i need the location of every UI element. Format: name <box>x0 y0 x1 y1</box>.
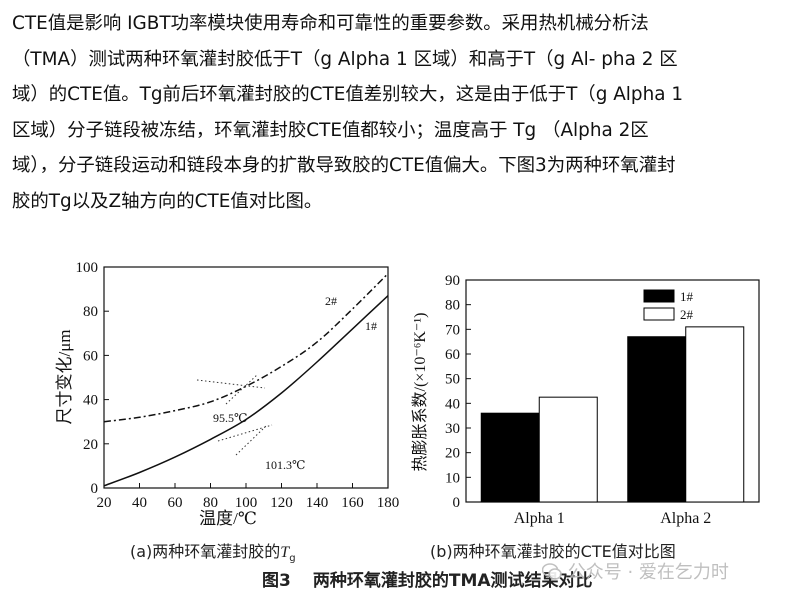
legend-swatch-1 <box>643 289 675 303</box>
y-tick-label: 70 <box>445 322 460 338</box>
caption-b: (b)两种环氧灌封胶的CTE值对比图 <box>430 542 676 561</box>
x-tick-label: 160 <box>341 495 364 511</box>
watermark: 公众号 · 爱在乞力时 <box>542 558 729 584</box>
y-tick-label: 80 <box>83 304 98 320</box>
article-paragraph: CTE值是影响 IGBT功率模块使用寿命和可靠性的重要参数。采用热机械分析法 （… <box>12 6 802 219</box>
bar-alpha-1-1 <box>480 412 540 503</box>
chart-b-frame <box>465 279 760 503</box>
y-tick-label: 80 <box>445 298 460 314</box>
y-tick-label: 100 <box>76 260 99 276</box>
y-tick-label: 0 <box>91 481 99 497</box>
chart-b-legend: 1# 2# <box>643 289 694 322</box>
x-tick-label: 140 <box>306 495 329 511</box>
x-tick-label: 120 <box>270 495 293 511</box>
y-tick-label: 60 <box>83 348 98 364</box>
legend-swatch-2 <box>643 307 675 321</box>
chart-a-x-ticks: 20 40 60 80 100 120 140 160 180 <box>97 483 400 511</box>
bar-alpha-2-2 <box>685 326 745 503</box>
annotation-101-3: 101.3℃ <box>265 458 305 472</box>
y-tick-label: 60 <box>445 347 460 363</box>
chart-a-y-ticks: 0 20 40 60 80 100 <box>76 260 109 497</box>
chart-b-y-ticks: 0 10 20 30 40 50 60 70 80 90 <box>445 273 471 511</box>
y-tick-label: 20 <box>83 437 98 453</box>
figure-title: 图3 两种环氧灌封胶的TMA测试结果对比 <box>262 566 615 591</box>
watermark-text: 公众号 · 爱在乞力时 <box>567 562 729 583</box>
caption-a-text: (a)两种环氧灌封胶的 <box>130 542 281 561</box>
paragraph-line: CTE值是影响 IGBT功率模块使用寿命和可靠性的重要参数。采用热机械分析法 <box>12 13 649 34</box>
chart-b-bar-chart: 0 10 20 30 40 50 60 70 80 90 Alpha 1 Alpha 2 热膨胀系数… <box>411 273 760 527</box>
paragraph-line: （TMA）测试两种环氧灌封胶低于T（g Alpha 1 区域）和高于T（g Al… <box>12 48 678 70</box>
chart-a-y-axis-label: 尺寸变化/μm <box>55 329 74 424</box>
y-tick-label: 50 <box>445 372 460 388</box>
y-tick-label: 40 <box>83 393 98 409</box>
caption-a-subscript: g <box>289 553 296 565</box>
y-tick-label: 10 <box>445 470 460 486</box>
series-line-2 <box>103 273 389 423</box>
figure-title-text: 两种环氧灌封胶的TMA测试结果对比 <box>312 571 593 591</box>
chart-b-bars <box>480 326 745 503</box>
y-tick-label: 90 <box>445 273 460 289</box>
chart-a-tangent-lines <box>196 373 273 456</box>
y-tick-label: 20 <box>445 446 460 462</box>
series-label-2: 2# <box>325 294 337 308</box>
x-tick-label: 60 <box>168 495 183 511</box>
chart-a-x-axis-label: 温度/℃ <box>199 509 257 528</box>
chart-b-y-axis-label: 热膨胀系数/(×10⁻⁶K⁻¹) <box>411 313 429 472</box>
bar-alpha-2-1 <box>627 336 687 503</box>
figure-label: 图3 <box>262 571 291 591</box>
wechat-logo-icon <box>542 563 562 580</box>
category-label: Alpha 1 <box>514 510 565 527</box>
annotation-95-5: 95.5℃ <box>213 411 247 425</box>
x-tick-label: 40 <box>132 495 147 511</box>
chart-a-frame <box>103 266 389 489</box>
chart-b-categories: Alpha 1 Alpha 2 <box>514 510 712 527</box>
y-tick-label: 0 <box>453 495 461 511</box>
caption-a-symbol: T <box>280 544 290 561</box>
paragraph-line: 域）的CTE值。Tg前后环氧灌封胶的CTE值差别较大，这是由于低于T（g Alp… <box>12 84 684 105</box>
legend-label-1: 1# <box>680 289 694 304</box>
legend-label-2: 2# <box>680 307 694 322</box>
category-label: Alpha 2 <box>660 510 711 527</box>
x-tick-label: 100 <box>235 495 258 511</box>
paragraph-line: 胶的Tg以及Z轴方向的CTE值对比图。 <box>12 190 323 212</box>
bar-alpha-1-2 <box>538 396 598 503</box>
series-line-1 <box>103 295 389 487</box>
series-label-1: 1# <box>365 319 377 333</box>
chart-a-series <box>103 273 389 487</box>
paragraph-line: 区域）分子链段被冻结，环氧灌封胶CTE值都较小；温度高于 Tg （Alpha 2… <box>12 119 649 141</box>
y-tick-label: 40 <box>445 396 460 412</box>
caption-a: (a)两种环氧灌封胶的Tg <box>130 538 296 564</box>
x-tick-label: 80 <box>203 495 218 511</box>
x-tick-label: 20 <box>97 495 112 511</box>
x-tick-label: 180 <box>377 495 400 511</box>
y-tick-label: 30 <box>445 421 460 437</box>
paragraph-line: 域），分子链段运动和链段本身的扩散导致胶的CTE值偏大。下图3为两种环氧灌封 <box>12 155 676 176</box>
